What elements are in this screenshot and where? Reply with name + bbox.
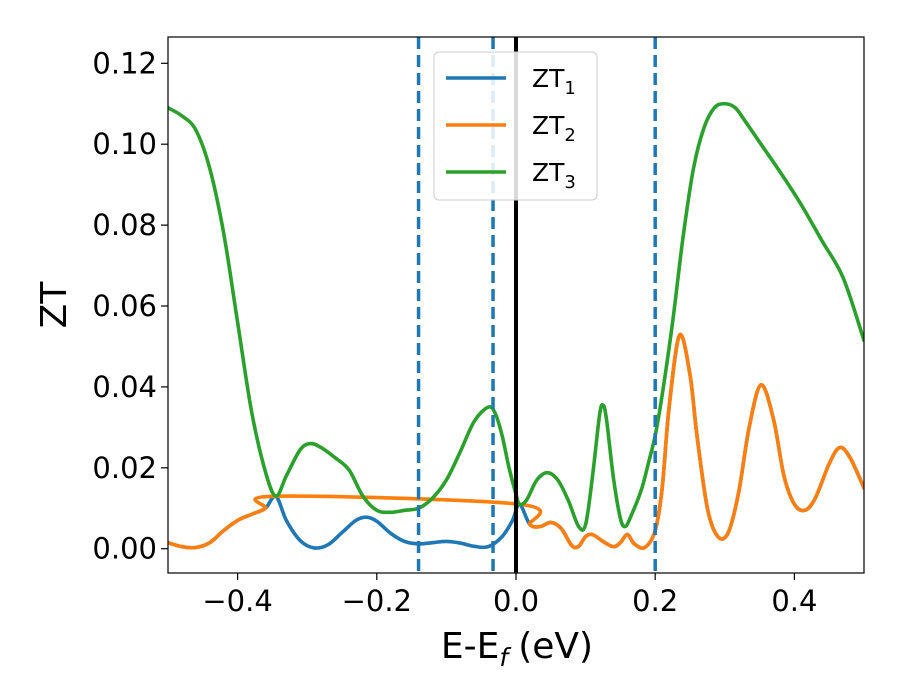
y-tick-label: 0.04 — [92, 370, 157, 404]
series-line-zt2 — [168, 332, 864, 550]
y-tick-label: 0.12 — [92, 46, 157, 80]
x-axis-ticks: −0.4 −0.2 0.0 0.2 0.4 — [202, 573, 817, 618]
y-tick-label: 0.02 — [92, 451, 157, 485]
y-axis-ticks: 0.00 0.02 0.04 0.06 0.08 0.10 0.12 — [92, 46, 168, 566]
y-tick-label: 0.10 — [92, 127, 157, 161]
x-tick-label: −0.4 — [202, 584, 272, 618]
series-layer — [168, 101, 864, 550]
y-tick-label: 0.00 — [92, 532, 157, 566]
x-axis-title-subscript: f — [499, 643, 511, 672]
x-tick-label: 0.0 — [493, 584, 539, 618]
legend-box — [433, 51, 598, 201]
x-tick-label: 0.4 — [771, 584, 817, 618]
series-line-zt3 — [168, 101, 864, 532]
x-axis-title-unit: (eV) — [518, 626, 593, 667]
x-axis-title-main: E-E — [441, 626, 499, 667]
legend-label-zt2: ZT2 — [532, 111, 576, 146]
legend-label-zt3: ZT3 — [532, 158, 576, 193]
x-tick-label: −0.2 — [342, 584, 412, 618]
x-tick-label: 0.2 — [632, 584, 678, 618]
y-tick-label: 0.08 — [92, 208, 157, 242]
legend-label-zt1: ZT1 — [532, 64, 576, 99]
legend: ZT1 ZT2 ZT3 — [433, 51, 598, 201]
x-axis-title: E-Ef (eV) — [441, 626, 593, 672]
y-tick-label: 0.06 — [92, 289, 157, 323]
y-axis-title: ZT — [34, 281, 75, 329]
